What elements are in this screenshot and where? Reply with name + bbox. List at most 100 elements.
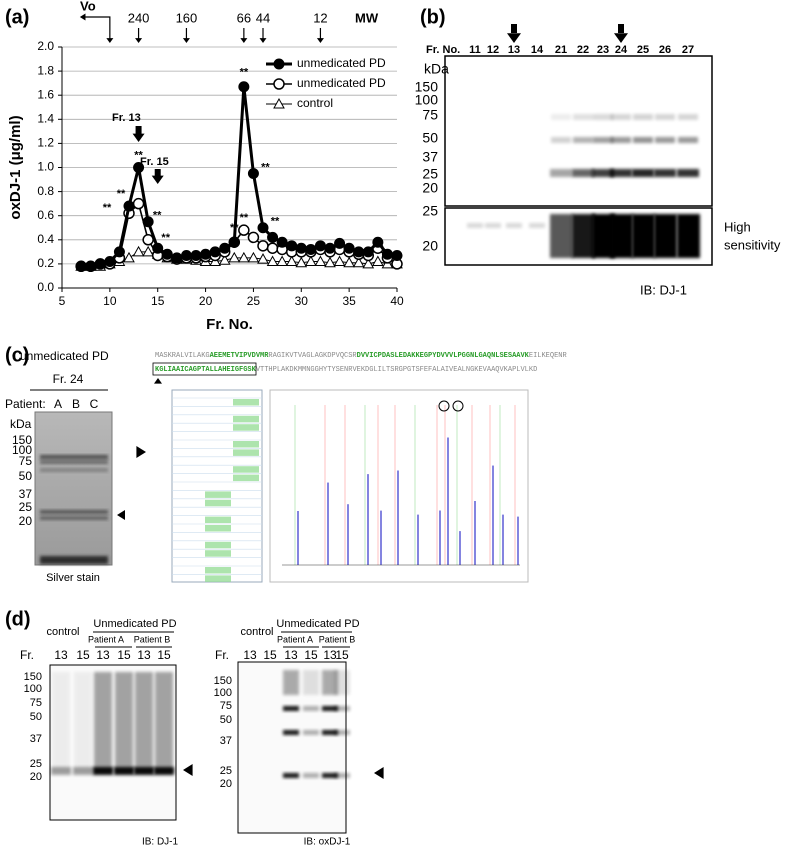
- band: [611, 137, 631, 143]
- unit-label: kDa: [424, 61, 449, 77]
- band: [73, 767, 93, 775]
- band: [334, 730, 350, 735]
- band: [593, 114, 613, 120]
- table-highlight: [233, 441, 259, 448]
- marker-label: 37: [220, 735, 232, 747]
- y-tick-label: 0.4: [37, 232, 54, 246]
- point: [381, 248, 393, 260]
- band: [573, 137, 593, 143]
- patient-label: Patient B: [134, 634, 171, 644]
- lane-label: 15: [304, 648, 318, 662]
- point: [247, 168, 259, 180]
- table-highlight: [233, 466, 259, 473]
- y-tick-label: 0.8: [37, 184, 54, 198]
- band: [283, 706, 299, 711]
- point: [285, 255, 298, 266]
- table-highlight: [233, 474, 259, 482]
- table-highlight: [205, 525, 231, 532]
- band: [485, 223, 501, 228]
- gel-band: [40, 468, 108, 472]
- table-highlight: [205, 550, 231, 557]
- x-tick-label: 30: [295, 294, 309, 308]
- marker-label: 25: [220, 765, 232, 777]
- marker-label: 150: [415, 79, 439, 95]
- arrowhead: [132, 133, 145, 142]
- smear: [334, 670, 350, 695]
- gel-band: [40, 556, 108, 564]
- point: [85, 260, 97, 272]
- smear: [74, 672, 92, 772]
- point: [362, 246, 374, 258]
- lane-label: 27: [682, 44, 694, 56]
- band: [550, 214, 573, 258]
- point: [219, 242, 231, 254]
- table-highlight: [205, 567, 231, 574]
- smear: [135, 672, 153, 772]
- band: [551, 137, 571, 143]
- band: [134, 767, 154, 775]
- marker-label: 100: [24, 683, 42, 695]
- point: [142, 245, 154, 257]
- point: [305, 243, 317, 255]
- lane-header: Fr.: [215, 648, 229, 662]
- point: [324, 242, 336, 254]
- point: [180, 249, 192, 261]
- arrowhead: [106, 38, 114, 43]
- band: [632, 169, 654, 177]
- lane-label: 15: [157, 648, 171, 662]
- marker-label: 25: [422, 203, 438, 219]
- table-highlight: [205, 491, 231, 498]
- significance: **: [117, 188, 126, 200]
- band: [654, 169, 676, 177]
- significance: **: [271, 216, 280, 228]
- point: [295, 242, 307, 254]
- marker-label: 20: [19, 514, 33, 528]
- point: [75, 260, 87, 272]
- gel-band: [40, 455, 108, 459]
- patient-label: Patient B: [319, 634, 356, 644]
- marker-label: 50: [30, 711, 42, 723]
- band: [572, 214, 595, 258]
- band: [610, 214, 633, 258]
- point: [132, 197, 145, 210]
- point: [247, 251, 260, 263]
- marker-label: 75: [220, 700, 232, 712]
- point: [113, 246, 125, 258]
- point: [142, 234, 154, 246]
- band: [322, 773, 338, 778]
- lane-label: 25: [637, 44, 649, 56]
- antibody-label: IB: DJ-1: [640, 282, 687, 297]
- legend-label: unmedicated PD: [297, 76, 386, 90]
- y-tick-label: 0.0: [37, 280, 54, 294]
- antibody-label: IB: oxDJ-1: [304, 837, 351, 848]
- band: [551, 114, 571, 120]
- group-label: Unmedicated PD: [93, 618, 176, 630]
- stain-label: Silver stain: [46, 572, 100, 584]
- legend-label: unmedicated PD: [297, 56, 386, 70]
- patient-label: B: [72, 397, 80, 411]
- marker-label: 25: [19, 500, 33, 514]
- marker-label: 75: [19, 454, 33, 468]
- significance: **: [230, 222, 239, 234]
- marker-label: 20: [30, 771, 42, 783]
- lane-label: 13: [54, 648, 68, 662]
- point: [295, 256, 308, 268]
- lane-label: 13: [96, 648, 110, 662]
- band: [632, 214, 655, 258]
- point: [238, 81, 250, 93]
- x-tick-label: 20: [199, 294, 213, 308]
- panel-b: (b) Fr. No. 11 12 13 14 21 22 23 24 25 26 27 kDa 15010…: [415, 6, 781, 297]
- point: [132, 245, 145, 257]
- marker-label: 150: [24, 671, 42, 683]
- marker-label: 20: [422, 180, 438, 196]
- top-axis-label: 160: [176, 10, 198, 25]
- band: [593, 137, 613, 143]
- point: [257, 253, 269, 264]
- point: [123, 251, 135, 263]
- blot-note: High: [724, 219, 751, 234]
- band: [334, 706, 350, 711]
- point: [273, 58, 285, 70]
- lane-label: 15: [335, 648, 349, 662]
- patient-label: Patient A: [277, 634, 313, 644]
